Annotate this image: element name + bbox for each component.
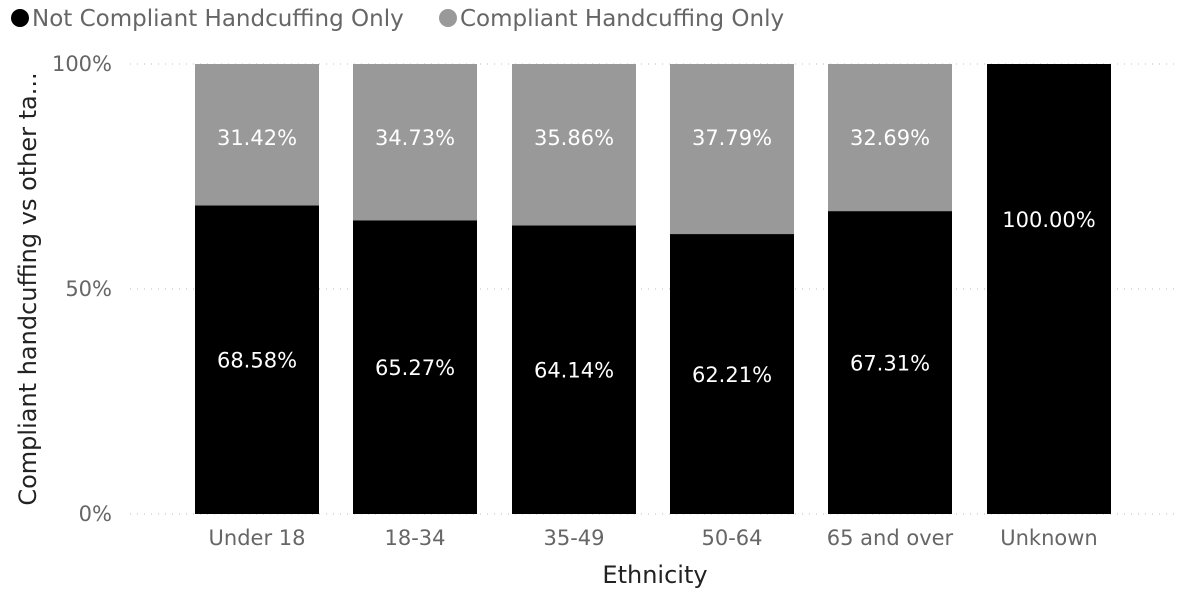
bar-segment-not-compliant[interactable] [670,234,794,514]
bar-segment-not-compliant[interactable] [828,211,952,515]
x-tick-label: 18-34 [384,526,445,550]
data-label: 31.42% [217,126,297,150]
bar-segment-compliant[interactable] [670,64,794,235]
data-label: 37.79% [692,126,772,150]
y-tick-label: 50% [65,277,112,301]
bar-segment-compliant[interactable] [828,64,952,212]
bar-segment-compliant[interactable] [512,64,636,226]
data-label: 65.27% [375,356,455,380]
x-tick-label: Unknown [1000,526,1097,550]
data-label: 64.14% [534,359,614,383]
bar-segment-not-compliant[interactable] [195,205,319,514]
x-tick-label: 35-49 [543,526,604,550]
legend: Not Compliant Handcuffing Only Compliant … [11,6,784,32]
bar-segment-not-compliant[interactable] [987,64,1111,514]
data-label: 34.73% [375,126,455,150]
data-label: 62.21% [692,363,772,387]
x-tick-label: Under 18 [209,526,306,550]
data-label: 68.58% [217,349,297,373]
y-axis-title: Compliant handcuffing vs other ta... [14,72,42,505]
bar-segment-compliant[interactable] [353,64,477,221]
legend-label-2: Compliant Handcuffing Only [460,6,784,32]
legend-marker-1 [11,9,29,27]
data-label: 32.69% [850,126,930,150]
y-tick-label: 100% [52,52,112,76]
data-labels: 68.58% 31.42% 65.27% 34.73% 64.14% 35.86% 62.2… [217,126,1096,387]
y-axis-ticks: 0% 50% 100% [52,52,112,526]
x-tick-label: 65 and over [827,526,954,550]
y-tick-label: 0% [79,502,112,526]
legend-marker-2 [439,9,457,27]
bar-segment-compliant[interactable] [195,64,319,206]
data-label: 35.86% [534,126,614,150]
data-label: 67.31% [850,352,930,376]
x-axis-ticks: Under 18 18-34 35-49 50-64 65 and over Unknow… [209,526,1098,550]
legend-label-1: Not Compliant Handcuffing Only [32,6,404,32]
data-label: 100.00% [1002,208,1095,232]
x-axis-title: Ethnicity [602,561,707,589]
x-tick-label: 50-64 [701,526,762,550]
bars [195,64,1111,515]
bar-segment-not-compliant[interactable] [353,220,477,514]
bar-segment-not-compliant[interactable] [512,225,636,514]
